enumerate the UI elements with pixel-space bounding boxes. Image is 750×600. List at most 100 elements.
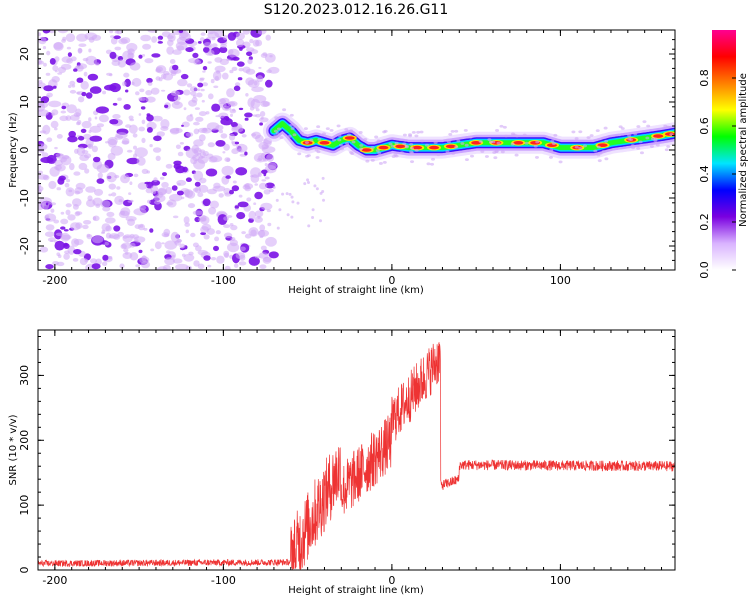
noise-speck bbox=[319, 219, 323, 223]
noise-speck bbox=[106, 172, 117, 183]
noise-speck bbox=[239, 46, 243, 51]
ridge-speck bbox=[649, 145, 654, 148]
noise-speck bbox=[187, 203, 196, 209]
noise-speck bbox=[234, 205, 239, 209]
ridge-speck bbox=[316, 125, 321, 129]
ridge-speck bbox=[314, 148, 319, 152]
ridge-speck bbox=[394, 141, 399, 145]
ridge-speck bbox=[336, 124, 341, 128]
noise-speck bbox=[100, 200, 111, 208]
noise-speck bbox=[147, 199, 151, 204]
noise-speck bbox=[183, 216, 190, 224]
noise-speck bbox=[190, 91, 197, 96]
ridge-speck bbox=[511, 133, 516, 137]
noise-speck bbox=[54, 127, 58, 131]
noise-speck bbox=[233, 263, 239, 268]
ridge-speck bbox=[480, 150, 485, 153]
noise-speck bbox=[128, 115, 134, 120]
noise-speck bbox=[93, 156, 101, 163]
noise-speck bbox=[258, 66, 262, 69]
ridge-speck bbox=[460, 142, 465, 145]
snr-ticks: -200 -100 0 100 0 100 200 300 bbox=[18, 330, 675, 587]
noise-speck bbox=[266, 153, 275, 162]
noise-speck bbox=[77, 47, 83, 54]
noise-speck bbox=[150, 185, 159, 193]
noise-speck bbox=[244, 112, 253, 118]
noise-speck bbox=[213, 182, 221, 189]
noise-speck bbox=[237, 201, 249, 208]
noise-speck bbox=[200, 88, 205, 92]
noise-speck bbox=[139, 256, 150, 264]
noise-speck bbox=[66, 104, 77, 114]
noise-speck bbox=[198, 111, 207, 117]
noise-speck bbox=[247, 97, 255, 108]
noise-speck bbox=[166, 46, 174, 55]
noise-speck bbox=[275, 198, 279, 202]
ridge-speck bbox=[388, 142, 393, 146]
noise-speck bbox=[39, 101, 49, 108]
noise-speck bbox=[38, 32, 42, 37]
noise-speck bbox=[57, 30, 69, 34]
noise-speck bbox=[248, 210, 256, 220]
ridge-speck bbox=[414, 134, 419, 138]
noise-speck bbox=[208, 207, 217, 215]
ridge-speck bbox=[282, 108, 287, 112]
noise-speck bbox=[117, 97, 122, 101]
noise-speck bbox=[46, 50, 51, 56]
snr-series-line bbox=[38, 342, 675, 570]
noise-speck bbox=[218, 193, 224, 198]
noise-speck bbox=[161, 89, 166, 92]
ridge-speck bbox=[664, 148, 669, 152]
ridge-speck bbox=[299, 131, 304, 135]
noise-speck bbox=[157, 38, 161, 42]
y-tick-label: 10 bbox=[18, 95, 31, 109]
noise-speck bbox=[207, 61, 212, 64]
ridge-speck bbox=[470, 154, 475, 158]
ridge-speck bbox=[349, 151, 354, 154]
noise-speck bbox=[226, 88, 235, 98]
noise-speck bbox=[77, 136, 85, 141]
noise-speck bbox=[239, 246, 246, 252]
noise-speck bbox=[94, 116, 98, 120]
noise-speck bbox=[69, 89, 77, 94]
ridge-speck bbox=[504, 134, 509, 138]
noise-speck bbox=[176, 190, 184, 196]
noise-speck bbox=[179, 142, 184, 145]
noise-speck bbox=[247, 79, 260, 88]
noise-speck bbox=[166, 201, 174, 206]
y-tick-label: 0 bbox=[18, 147, 31, 154]
noise-speck bbox=[139, 96, 146, 101]
noise-speck bbox=[88, 36, 95, 43]
noise-speck bbox=[50, 208, 55, 213]
noise-speck bbox=[232, 108, 236, 112]
noise-speck bbox=[76, 77, 84, 83]
x-tick-label: -100 bbox=[211, 274, 236, 287]
noise-speck bbox=[41, 152, 49, 158]
ridge-speck bbox=[463, 128, 468, 132]
noise-speck bbox=[75, 182, 86, 190]
noise-speck bbox=[184, 222, 190, 227]
noise-speck bbox=[244, 117, 249, 121]
noise-speck bbox=[43, 85, 54, 92]
ridge-speck bbox=[663, 124, 668, 128]
noise-speck bbox=[118, 199, 123, 203]
noise-speck bbox=[49, 166, 60, 177]
ridge-speck bbox=[445, 150, 450, 154]
noise-speck bbox=[149, 228, 154, 233]
noise-speck bbox=[205, 168, 218, 177]
noise-speck bbox=[83, 153, 92, 159]
noise-speck bbox=[142, 43, 152, 50]
noise-speck bbox=[42, 30, 51, 34]
noise-speck bbox=[105, 225, 112, 232]
ridge-speck bbox=[484, 155, 489, 158]
ridge-speck bbox=[309, 138, 314, 142]
noise-speck bbox=[66, 46, 71, 50]
noise-speck bbox=[236, 61, 245, 67]
noise-speck bbox=[43, 62, 47, 67]
noise-speck bbox=[112, 234, 121, 240]
noise-speck bbox=[224, 252, 229, 258]
noise-speck bbox=[102, 254, 109, 261]
noise-speck bbox=[265, 34, 271, 41]
noise-speck bbox=[39, 197, 52, 206]
